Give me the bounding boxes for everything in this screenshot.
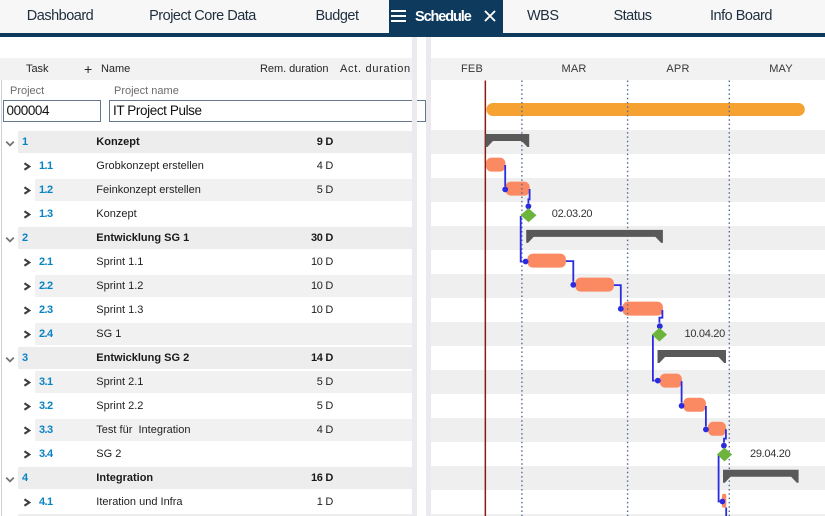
svg-text:02.03.20: 02.03.20 xyxy=(552,208,593,220)
svg-text:10.04.20: 10.04.20 xyxy=(685,328,726,340)
svg-text:29.04.20: 29.04.20 xyxy=(750,448,791,460)
